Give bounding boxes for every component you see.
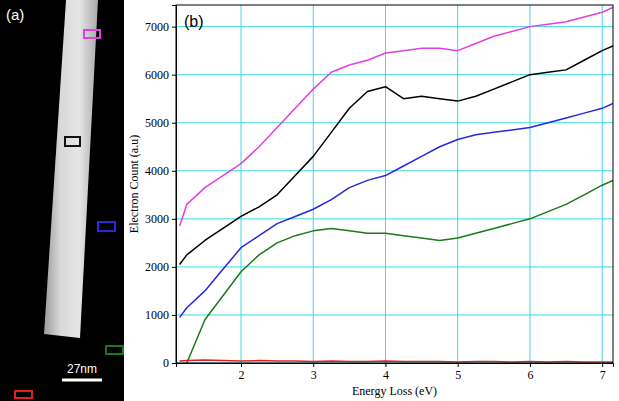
image-panel: (a) 27nm [0,0,124,401]
region-box [84,30,100,38]
tick-mark [385,363,386,367]
series-lines [180,7,613,363]
spectrum-line [187,180,613,363]
y-axis: 0 1000 2000 3000 4000 5000 6000 7000 [145,6,177,371]
plot-frame [176,5,613,363]
tick-label: 6 [527,368,533,382]
tick: 1000 [145,308,176,322]
tick-mark [172,27,176,28]
figure: (a) 27nm 2 3 4 5 6 7 0 1000 2000 3000 4000 5000 6000 70… [0,0,619,401]
tick: 6 [527,363,533,382]
grid-line-y [176,26,613,27]
tick-label: 7 [600,368,606,382]
tick: 6000 [145,68,176,82]
tick-label: 7000 [145,20,169,34]
spectrum-line [180,360,613,362]
grid-line-y [176,314,613,315]
tick-label: 1000 [145,308,169,322]
x-axis-title: Energy Loss (eV) [352,384,437,398]
region-box [98,222,115,231]
tick-label: 5000 [145,116,169,130]
tick-mark [172,123,176,124]
tick: 2 [239,363,245,382]
tick-label: 3000 [145,212,169,226]
tick-label: 4 [383,368,389,382]
tick: 4000 [145,164,176,178]
tick-label: 2 [239,368,245,382]
tick-mark [172,363,176,364]
grid-line-x [529,5,530,363]
tick: 3000 [145,212,176,226]
grid-line-y [176,266,613,267]
tick-mark [458,363,459,367]
tick-label: 5 [455,368,461,382]
y-axis-title: Electron Count (a.u) [127,135,141,233]
scale-bar-label: 27nm [67,362,97,376]
tick-label: 2000 [145,260,169,274]
tick: 2000 [145,260,176,274]
tick-mark [602,363,603,367]
tick-label: 0 [163,356,169,370]
grid-line-x [241,5,242,363]
grid-line-x [385,5,386,363]
spectrum-line [180,7,613,226]
region-box [106,346,123,354]
tick: 3 [311,363,317,382]
tick: 0 [163,356,176,370]
grid [176,5,613,363]
grid-line-y [176,74,613,75]
tick-mark [172,75,176,76]
grid-line-y [176,218,613,219]
tick-mark [241,363,242,367]
chart-panel: 2 3 4 5 6 7 0 1000 2000 3000 4000 5000 6000 7000 Energ… [127,5,614,398]
grid-line-x [602,5,603,363]
tick-mark [313,363,314,367]
region-box [65,137,80,146]
tick-mark [172,171,176,172]
image-background [0,0,124,401]
spectrum-line [180,104,613,318]
tick: 7 [600,363,606,382]
panel-label: (a) [6,6,24,23]
grid-line-x [313,5,314,363]
tick-mark [530,363,531,367]
tick-mark [172,219,176,220]
tick-label: 4000 [145,164,169,178]
tick: 4 [383,363,389,382]
tick: 5000 [145,116,176,130]
panel-label: (b) [184,13,204,30]
tick: 5 [455,363,461,382]
spectrum-line [180,46,613,265]
scale-bar [62,379,102,382]
tick-label: 6000 [145,68,169,82]
tick-mark [172,267,176,268]
nanowire [44,0,98,338]
tick-label: 3 [311,368,317,382]
plot-background [176,5,613,363]
x-axis: 2 3 4 5 6 7 [177,363,614,382]
tick: 7000 [145,20,176,34]
region-box [15,391,32,398]
axis-line [177,364,614,368]
tick-mark [172,315,176,316]
grid-line-x [457,5,458,363]
